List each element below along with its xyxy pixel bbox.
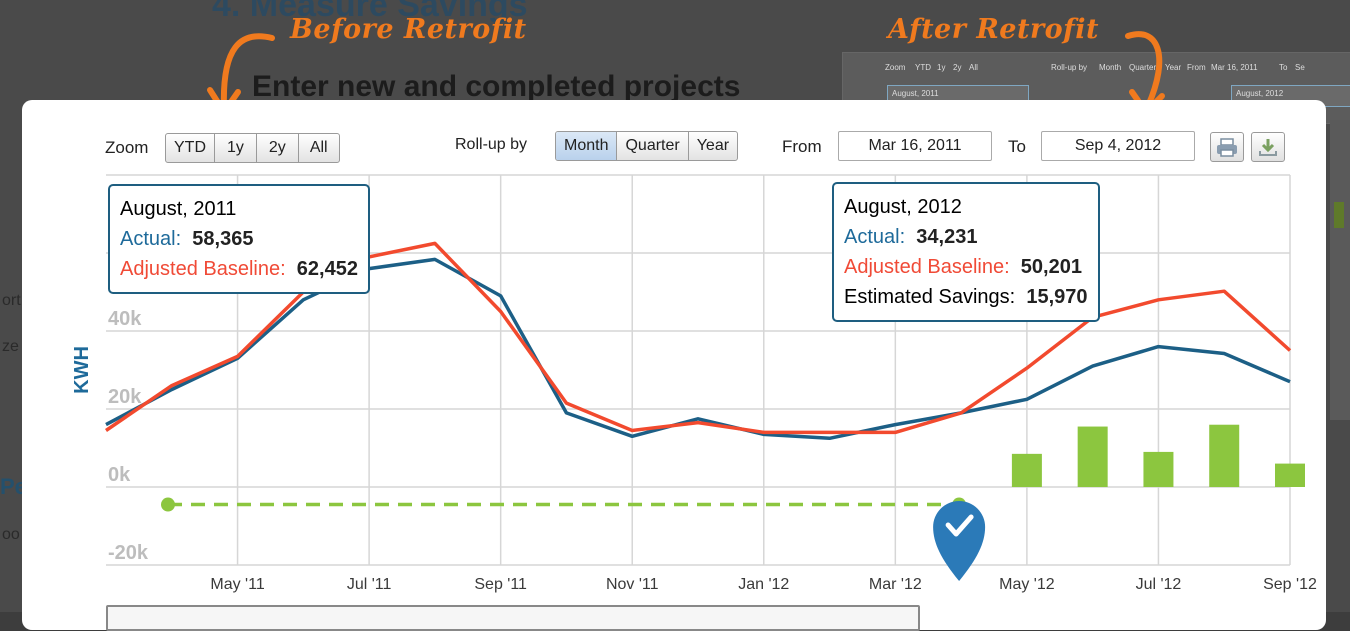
- x-tick-label: Nov '11: [606, 576, 659, 593]
- before-retrofit-annotation: Before Retrofit: [290, 14, 527, 45]
- after-actual-label: Actual:: [844, 226, 906, 248]
- baseline-period-start-dot: [161, 497, 175, 512]
- before-arrow: [220, 33, 275, 111]
- savings-bar: [1077, 426, 1108, 487]
- background-fragment: ort: [2, 292, 21, 309]
- savings-bar: [1275, 463, 1305, 487]
- after-baseline-value: 50,201: [1020, 256, 1082, 278]
- background-fragment: oo: [2, 526, 20, 543]
- range-scrollbar[interactable]: [106, 605, 920, 631]
- x-tick-label: Sep '11: [474, 576, 527, 593]
- x-axis: May '11 Jul '11 Sep '11 Nov '11 Jan '12 Mar '…: [210, 576, 1317, 593]
- from-label: From: [782, 137, 822, 156]
- after-baseline-label: Adjusted Baseline:: [844, 256, 1010, 278]
- printer-icon: [1217, 138, 1237, 157]
- rollup-button-group: Month Quarter Year: [555, 131, 739, 161]
- chart-panel: Zoom YTD 1y 2y All Roll-up by Month Quar…: [22, 100, 1326, 631]
- rollup-month-button[interactable]: Month: [556, 132, 618, 160]
- savings-bar: [1143, 451, 1174, 487]
- retrofit-pin-icon: [933, 501, 986, 581]
- savings-bar: [1011, 453, 1042, 487]
- background-right-strip: [1330, 120, 1350, 420]
- zoom-all-button[interactable]: All: [309, 139, 328, 156]
- before-tooltip: August, 2011 Actual: 58,365 Adjusted Bas…: [108, 184, 370, 294]
- from-date-field[interactable]: Mar 16, 2011: [838, 131, 992, 161]
- check-icon: [945, 514, 974, 537]
- x-tick-label: Jul '12: [1136, 576, 1182, 593]
- x-tick-label: Mar '12: [869, 576, 922, 593]
- x-tick-label: Jan '12: [738, 576, 789, 593]
- zoom-label: Zoom: [105, 138, 149, 157]
- x-tick-label: Jul '11: [347, 576, 392, 593]
- rollup-quarter-button[interactable]: Quarter: [617, 132, 689, 160]
- y-axis: -20k 0k 20k 40k KWH: [71, 308, 149, 564]
- x-tick-label: Sep '12: [1263, 576, 1317, 593]
- before-baseline-value: 62,452: [296, 258, 358, 280]
- rollup-year-button[interactable]: Year: [696, 137, 730, 154]
- x-tick-label: May '11: [210, 576, 264, 593]
- background-section-subtitle: Enter new and completed projects: [252, 70, 741, 103]
- y-tick-label: 40k: [108, 308, 142, 330]
- y-tick-label: 0k: [108, 464, 131, 486]
- rollup-label: Roll-up by: [455, 136, 528, 153]
- y-axis-title: KWH: [71, 346, 93, 394]
- zoom-button-group: YTD 1y 2y All: [165, 133, 340, 163]
- chart-toolbar: Zoom YTD 1y 2y All Roll-up by Month Quar…: [22, 100, 1326, 180]
- y-tick-label: -20k: [108, 542, 149, 564]
- download-button[interactable]: [1251, 132, 1285, 162]
- x-tick-label: May '12: [999, 576, 1055, 593]
- before-baseline-label: Adjusted Baseline:: [120, 258, 286, 280]
- after-actual-value: 34,231: [916, 226, 978, 248]
- zoom-1y-button[interactable]: 1y: [215, 134, 257, 162]
- to-label: To: [1008, 137, 1026, 156]
- after-tooltip: August, 2012 Actual: 34,231 Adjusted Bas…: [832, 182, 1100, 322]
- to-date-field[interactable]: Sep 4, 2012: [1041, 131, 1195, 161]
- after-arrow: [1125, 31, 1163, 109]
- background-section-title: 4. Measure Savings: [212, 0, 528, 24]
- before-actual-value: 58,365: [192, 228, 254, 250]
- retrofit-marker: [933, 501, 986, 581]
- savings-bars: [1011, 424, 1305, 487]
- download-icon: [1259, 139, 1277, 156]
- before-tooltip-date: August, 2011: [120, 198, 237, 220]
- print-button[interactable]: [1210, 132, 1244, 162]
- after-savings-value: 15,970: [1026, 286, 1088, 308]
- savings-bar: [1209, 424, 1240, 487]
- after-savings-label: Estimated Savings:: [844, 286, 1016, 308]
- y-tick-label: 20k: [108, 386, 142, 408]
- after-retrofit-annotation: After Retrofit: [888, 14, 1100, 45]
- after-tooltip-date: August, 2012: [844, 196, 962, 218]
- background-fragment: ze: [2, 338, 19, 355]
- zoom-2y-button[interactable]: 2y: [257, 134, 299, 162]
- before-actual-label: Actual:: [120, 228, 182, 250]
- kwh-chart: -20k 0k 20k 40k KWH May '11 Jul '11 Sep '11 Nov…: [71, 174, 1317, 593]
- baseline-period: [161, 497, 967, 512]
- zoom-ytd-button[interactable]: YTD: [166, 134, 215, 162]
- actual-series-line: [105, 257, 1291, 441]
